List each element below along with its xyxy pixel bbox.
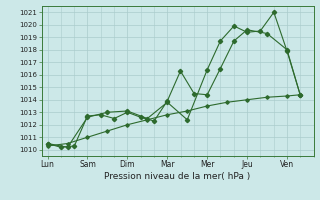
X-axis label: Pression niveau de la mer( hPa ): Pression niveau de la mer( hPa ) — [104, 172, 251, 181]
